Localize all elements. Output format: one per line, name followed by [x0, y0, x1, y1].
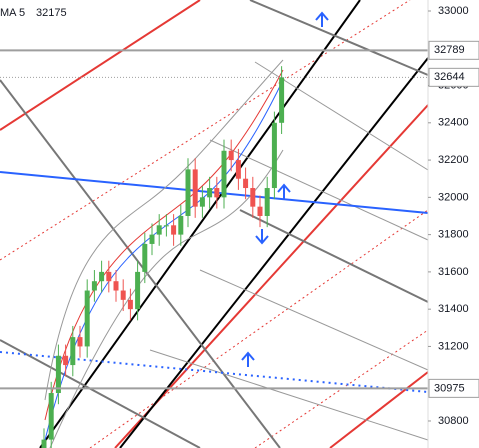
trend-line [239, 209, 429, 303]
candle-body [185, 169, 191, 216]
candle-body [221, 150, 227, 198]
candle-body [106, 271, 112, 282]
drawings [0, 0, 429, 448]
trend-line [249, 0, 429, 76]
candle-body [55, 355, 61, 394]
trend-line [329, 371, 429, 448]
y-tick-label: 32000 [438, 191, 469, 203]
price-label: 32644 [434, 71, 465, 83]
candle-body [257, 206, 263, 216]
candle-body [127, 299, 133, 310]
candle-body [228, 150, 234, 161]
trend-line [209, 139, 429, 241]
candle-body [171, 225, 177, 235]
y-tick-label: 31400 [438, 303, 469, 315]
trend-line [0, 171, 429, 214]
trend-line [0, 339, 201, 448]
trend-line [199, 269, 429, 371]
candle-body [214, 188, 220, 198]
candle-body [264, 188, 270, 216]
trend-line [89, 209, 429, 448]
candle-body [84, 290, 90, 347]
y-tick-label: 31600 [438, 266, 469, 278]
price-label-box [428, 67, 479, 87]
arrow-icon [241, 351, 255, 367]
trend-line [119, 57, 429, 448]
y-tick-label: 31800 [438, 229, 469, 241]
candle-body [271, 122, 277, 189]
candle-body [91, 281, 97, 291]
candle-body [48, 393, 54, 440]
candle-body [279, 77, 285, 123]
legend-name: MA 5 [0, 7, 25, 19]
candle-body [70, 337, 76, 366]
arrow-icon [315, 11, 329, 27]
trend-line [114, 104, 429, 448]
trend-line [0, 79, 281, 448]
candle-body [207, 188, 213, 198]
candle-body [243, 178, 249, 189]
arrow-icon [255, 229, 269, 245]
trend-line [0, 0, 201, 131]
price-axis: 3300032600324003220032000318003160031400… [427, 0, 479, 448]
candles [0, 49, 428, 448]
candle-body [250, 188, 256, 207]
price-label: 30975 [434, 382, 465, 394]
candle-body [120, 290, 126, 300]
price-label: 32789 [434, 44, 465, 56]
candle-body [178, 215, 184, 235]
candle-body [41, 439, 47, 448]
y-tick-label: 33000 [438, 5, 469, 17]
band-upper [44, 59, 284, 401]
candle-body [156, 225, 162, 235]
trend-line [39, 0, 361, 448]
candle-body [77, 337, 83, 347]
candle-body [142, 243, 148, 272]
candle-body [149, 234, 155, 244]
y-tick-label: 32200 [438, 154, 469, 166]
price-label-box [428, 378, 479, 398]
candle-body [192, 169, 198, 207]
candle-body [99, 271, 105, 282]
band-lower [49, 149, 284, 448]
legend-value: 32175 [36, 7, 67, 19]
candle-body [163, 225, 169, 227]
y-tick-label: 31200 [438, 340, 469, 352]
candle-body [63, 355, 69, 366]
y-tick-label: 30800 [438, 415, 469, 427]
price-label-box [428, 40, 479, 60]
candle-body [199, 197, 205, 207]
candle-body [235, 160, 241, 179]
y-tick-label: 32400 [438, 117, 469, 129]
trend-line [0, 0, 411, 261]
trend-line [149, 349, 429, 441]
candle-body [113, 281, 119, 291]
candle-body [135, 271, 141, 310]
band-mid [44, 69, 284, 421]
arrow-icon [277, 183, 291, 199]
